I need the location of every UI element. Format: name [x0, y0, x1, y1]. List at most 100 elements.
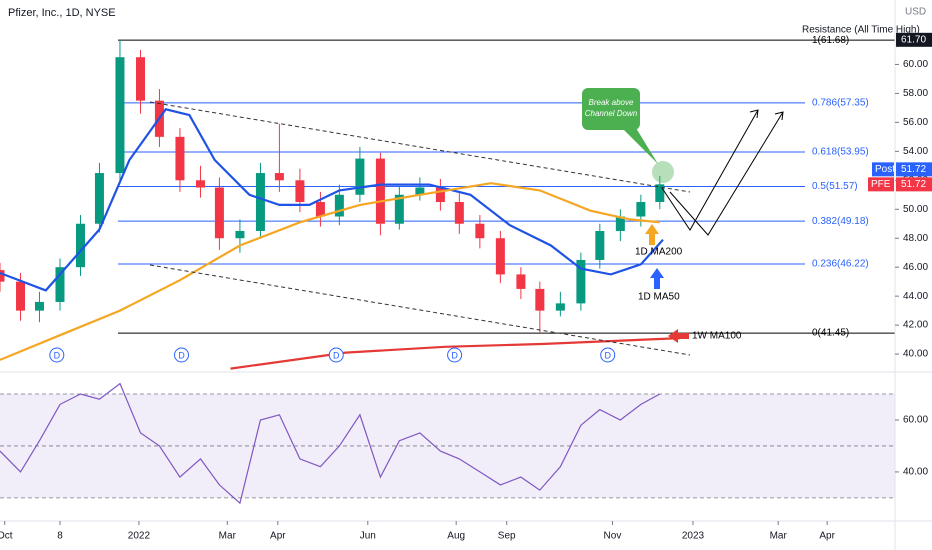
candle-body — [576, 259, 586, 304]
callout-text: Break above — [589, 98, 634, 107]
candle-body — [76, 223, 86, 268]
dividend-label: D — [333, 350, 340, 360]
fib-label: 1(61.68) — [812, 35, 849, 46]
candle-body — [475, 223, 485, 239]
currency: USD — [905, 7, 926, 18]
dividend-marker — [174, 347, 190, 363]
x-tick-label: 8 — [57, 531, 63, 542]
dividend-marker — [600, 347, 616, 363]
candle-body — [55, 267, 65, 302]
ma-label: 1W MA100 — [692, 331, 742, 342]
x-tick-label: Sep — [498, 531, 516, 542]
channel-lower — [149, 264, 691, 356]
moving-average — [230, 337, 681, 370]
x-tick-label: 2023 — [682, 531, 705, 542]
candle-body — [615, 216, 625, 231]
callout — [582, 88, 640, 130]
dividend-marker — [328, 347, 344, 363]
post-tag — [872, 162, 894, 177]
x-tick-label: 2022 — [128, 531, 151, 542]
y-tick-label: 40.00 — [903, 349, 928, 360]
breakout-circle — [652, 161, 674, 183]
ma200-arrow — [645, 224, 659, 245]
candle-body — [255, 173, 265, 231]
candle-body — [555, 303, 565, 311]
fib-label: 0.236(46.22) — [812, 259, 869, 270]
candle-body — [115, 57, 125, 174]
x-tick-label: Apr — [270, 531, 286, 542]
fib-label: 0.5(51.57) — [812, 181, 858, 192]
arrow-head — [774, 111, 784, 121]
y-tick-label: 48.00 — [903, 233, 928, 244]
callout-pointer — [622, 128, 658, 164]
x-tick-label: Apr — [819, 531, 835, 542]
rsi-tick-label: 40.00 — [903, 467, 928, 478]
fib-label: 0.618(53.95) — [812, 147, 869, 158]
candle-body — [516, 274, 526, 289]
resistance-note: Resistance (All Time High) — [802, 25, 920, 36]
candle-body — [355, 158, 365, 195]
callout-text: Channel Down — [585, 109, 638, 118]
candle-body — [394, 194, 404, 224]
x-tick-label: Aug — [447, 531, 465, 542]
last-price-tag — [896, 177, 932, 192]
candle-body — [535, 288, 545, 311]
y-tick-label: 60.00 — [903, 59, 928, 70]
moving-average — [0, 182, 660, 361]
chart-title: Pfizer, Inc., 1D, NYSE — [8, 7, 116, 19]
post-tag-label: Post — [875, 164, 895, 175]
x-tick-label: Oct — [0, 531, 13, 542]
plot: 1(61.68) 0.786(57.35) 0.618(53.95) 0.5(51.5… — [0, 35, 895, 505]
candle-body — [274, 173, 284, 181]
candle-body — [655, 184, 665, 203]
y-tick-label: 54.00 — [903, 146, 928, 157]
y-tick-label: 56.00 — [903, 117, 928, 128]
dividend-label: D — [604, 350, 611, 360]
y-tick-label: 46.00 — [903, 262, 928, 273]
projection-path — [661, 109, 759, 231]
rsi-line — [0, 382, 661, 505]
candle-body — [0, 270, 5, 282]
symbol-tag-label: PFE — [871, 179, 891, 190]
dividend-marker — [447, 347, 463, 363]
candle-body — [16, 281, 26, 311]
fib-label: 0(41.45) — [812, 328, 849, 339]
ma50-arrow — [650, 268, 664, 289]
last-price-label: 51.72 — [901, 179, 926, 190]
ma100-arrow — [668, 329, 689, 343]
candle-body — [454, 202, 464, 224]
candle-body — [214, 187, 224, 239]
candle-body — [495, 238, 505, 275]
x-tick-label: Nov — [604, 531, 622, 542]
projection-path — [669, 111, 784, 236]
arrow-head — [749, 109, 759, 119]
candle-body — [375, 158, 385, 224]
candle-body — [175, 136, 185, 181]
candle-body — [334, 194, 344, 217]
y-tick-label: 44.00 — [903, 291, 928, 302]
candle-body — [315, 202, 325, 217]
y-tick-label: 58.00 — [903, 88, 928, 99]
fib-label: 0.382(49.18) — [812, 216, 869, 227]
y-tick-label: 42.00 — [903, 320, 928, 331]
candle-body — [235, 230, 245, 239]
candle-body — [195, 180, 205, 188]
candle-body — [94, 173, 104, 224]
dividend-label: D — [451, 350, 458, 360]
symbol-tag — [868, 177, 894, 192]
y-tick-label: 50.00 — [903, 204, 928, 215]
dividend-label: D — [178, 350, 185, 360]
x-tick-label: Mar — [770, 531, 788, 542]
post-price-tag — [896, 162, 932, 177]
x-tick-label: Mar — [219, 531, 237, 542]
candle-body — [135, 57, 145, 101]
ma-label: 1D MA200 — [635, 247, 683, 258]
price-tag-label: 61.70 — [901, 34, 926, 45]
dividend-marker — [49, 347, 65, 363]
x-tick-label: Jun — [360, 531, 376, 542]
price-tag — [896, 32, 932, 47]
candle-body — [636, 202, 646, 217]
candle-body — [295, 180, 305, 203]
post-price-label: 51.72 — [901, 164, 926, 175]
